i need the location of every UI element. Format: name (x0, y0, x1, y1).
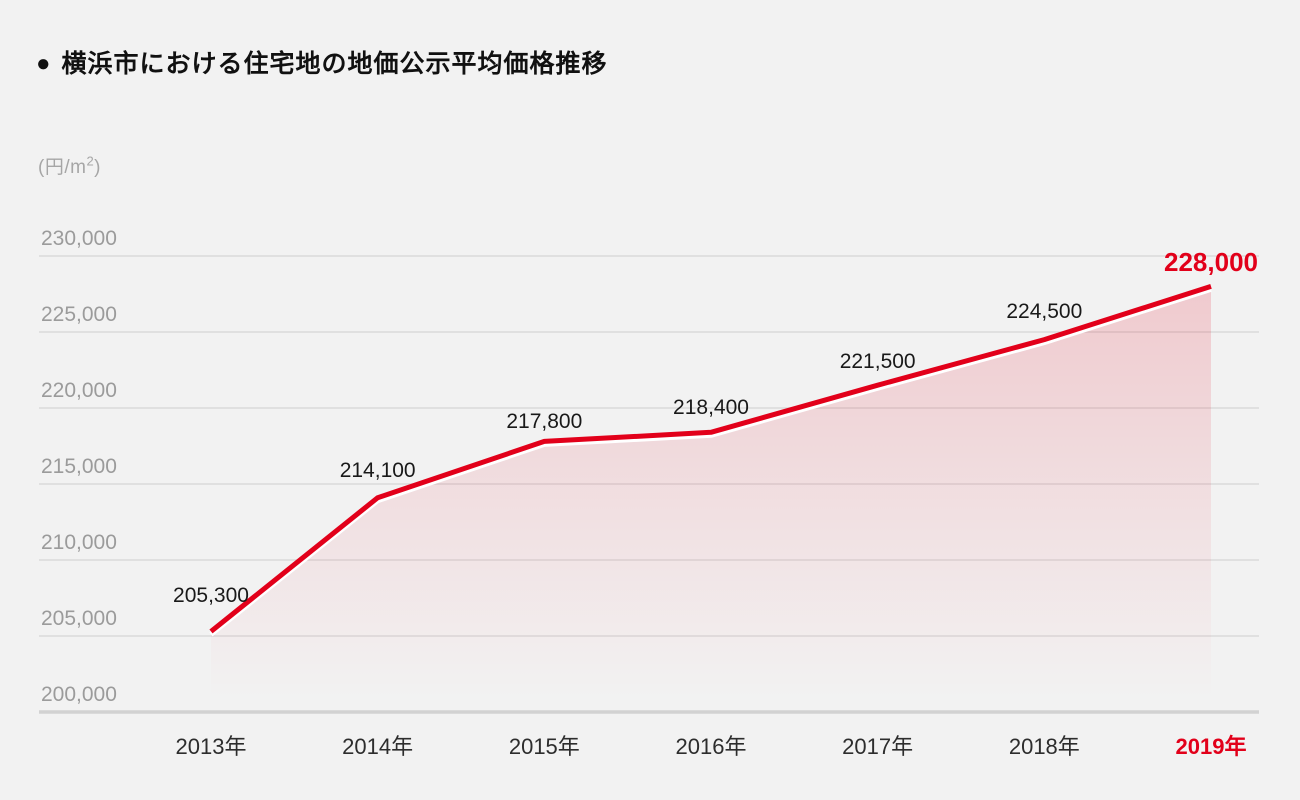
y-axis-unit-label: (円/m2) (38, 152, 101, 179)
y-tick-label: 220,000 (41, 379, 117, 402)
y-tick-label: 200,000 (41, 683, 117, 706)
x-axis-label-2015: 2015年 (508, 734, 580, 759)
page-title: ● 横浜市における住宅地の地価公示平均価格推移 (36, 44, 608, 80)
point-label-highlight: 228,000 (1164, 247, 1258, 278)
point-label: 221,500 (839, 350, 916, 374)
unit-suffix: ) (94, 157, 101, 178)
point-label: 218,400 (673, 396, 749, 420)
x-axis-label-2014: 2014年 (342, 734, 414, 759)
bullet-icon: ● (36, 50, 52, 77)
unit-prefix: (円/m (38, 157, 87, 178)
x-axis-label-2018: 2018年 (1008, 734, 1080, 759)
point-label: 217,800 (506, 410, 583, 434)
point-label: 224,500 (1006, 299, 1083, 323)
x-axis-label-2013: 2013年 (175, 734, 247, 759)
point-label: 205,300 (173, 584, 249, 608)
unit-superscript: 2 (86, 153, 95, 169)
area-fill (211, 286, 1211, 710)
y-tick-label: 205,000 (41, 607, 117, 630)
y-tick-label: 230,000 (41, 227, 117, 250)
price-line (209, 284, 1212, 634)
y-tick-label: 215,000 (41, 455, 117, 478)
y-tick-label: 210,000 (41, 531, 117, 554)
point-label: 214,100 (339, 458, 416, 482)
x-axis-label-2016: 2016年 (675, 734, 747, 759)
y-tick-label: 225,000 (41, 303, 117, 326)
x-axis-label-2017: 2017年 (842, 734, 914, 759)
page-title-text: 横浜市における住宅地の地価公示平均価格推移 (61, 50, 608, 78)
x-axis-label-2019: 2019年 (1175, 734, 1247, 759)
